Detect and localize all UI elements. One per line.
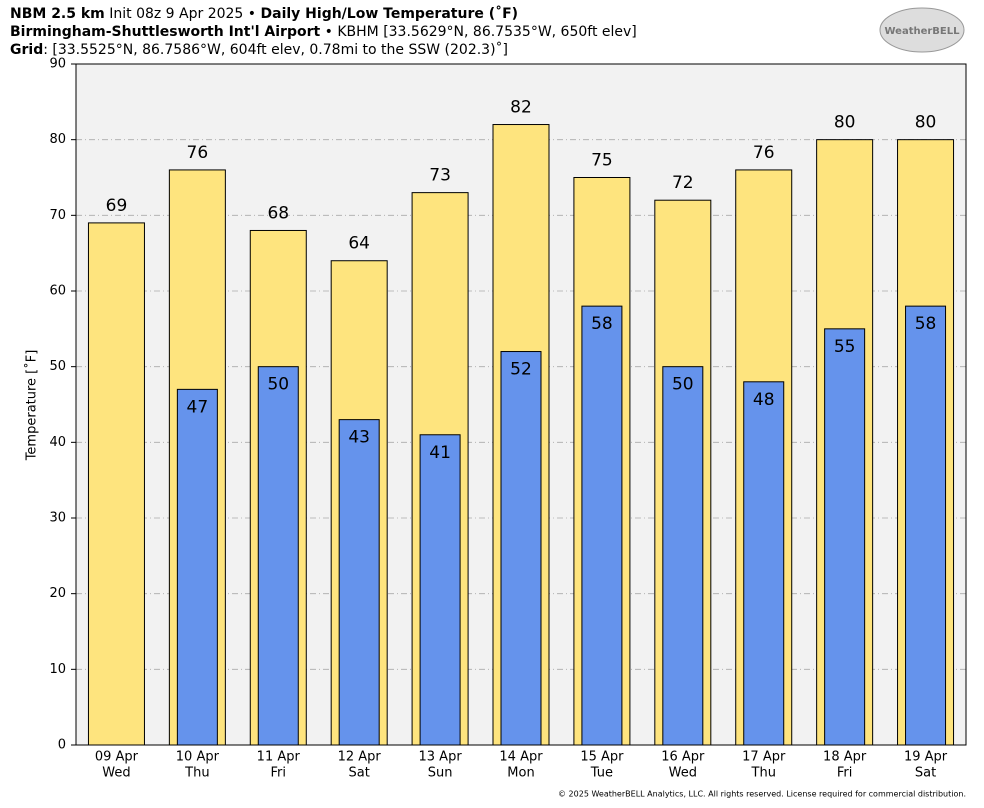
y-axis-label: Temperature [˚F] (24, 350, 40, 462)
low-label: 43 (348, 428, 370, 448)
grid-value: : [33.5525°N, 86.7586°W, 604ft elev, 0.7… (43, 41, 508, 58)
low-label: 48 (753, 390, 775, 410)
title-init: Init 08z 9 Apr 2025 (109, 6, 243, 22)
x-tick-weekday: Wed (102, 766, 130, 781)
x-tick-label: 19 Apr (904, 750, 948, 765)
low-label: 50 (672, 375, 694, 395)
low-label: 52 (510, 360, 532, 380)
title-sep: • (248, 6, 256, 22)
station-name: Birmingham-Shuttlesworth Int'l Airport (10, 24, 320, 40)
grid-key: Grid (10, 42, 43, 58)
footer: © 2025 WeatherBELL Analytics, LLC. All r… (558, 790, 966, 799)
low-bar (338, 419, 380, 746)
x-tick-label: 15 Apr (580, 750, 624, 765)
x-tick-label: 09 Apr (95, 750, 139, 765)
high-label: 68 (267, 203, 289, 223)
x-tick-weekday: Thu (184, 766, 209, 781)
x-tick-weekday: Tue (590, 766, 613, 781)
high-label: 76 (753, 143, 775, 163)
low-bar (176, 388, 218, 746)
low-label: 41 (429, 443, 451, 463)
x-tick-label: 10 Apr (176, 750, 220, 765)
high-label: 73 (429, 166, 451, 186)
x-tick-label: 17 Apr (742, 750, 786, 765)
x-tick-label: 13 Apr (419, 750, 463, 765)
logo: WeatherBELL (879, 7, 965, 53)
high-label: 64 (348, 234, 370, 254)
logo-text: WeatherBELL (884, 26, 960, 37)
y-tick-label: 90 (49, 57, 66, 72)
high-bar (87, 222, 145, 746)
high-label: 76 (187, 143, 209, 163)
high-label: 80 (915, 113, 937, 133)
high-label: 75 (591, 151, 613, 171)
plot-frame (75, 63, 967, 746)
x-tick-weekday: Thu (751, 766, 776, 781)
low-label: 58 (915, 314, 937, 334)
y-tick-label: 40 (49, 435, 66, 450)
low-bar (581, 305, 623, 746)
title-product: Daily High/Low Temperature (˚F) (261, 5, 519, 22)
x-tick-label: 12 Apr (338, 750, 382, 765)
x-tick-label: 14 Apr (499, 750, 543, 765)
x-tick-weekday: Fri (837, 766, 853, 781)
x-tick-weekday: Mon (507, 766, 534, 781)
title-model: NBM 2.5 km (10, 6, 105, 22)
low-label: 47 (187, 397, 209, 417)
low-label: 50 (267, 375, 289, 395)
x-tick-label: 18 Apr (823, 750, 867, 765)
y-tick-label: 0 (58, 738, 66, 753)
high-label: 69 (106, 196, 128, 216)
low-bar (905, 305, 947, 746)
y-tick-label: 10 (49, 662, 66, 677)
low-bar (662, 366, 704, 746)
x-tick-label: 16 Apr (661, 750, 705, 765)
low-bar (500, 351, 542, 746)
x-tick-weekday: Fri (271, 766, 287, 781)
chart-title: NBM 2.5 km Init 08z 9 Apr 2025 • Daily H… (10, 5, 518, 22)
low-bar (419, 434, 461, 746)
y-tick-label: 80 (49, 132, 66, 147)
high-label: 80 (834, 113, 856, 133)
y-tick-label: 50 (49, 359, 66, 374)
x-tick-weekday: Sat (349, 766, 370, 781)
y-tick-label: 70 (49, 208, 66, 223)
low-label: 58 (591, 314, 613, 334)
x-tick-weekday: Wed (669, 766, 697, 781)
low-bar (257, 366, 299, 746)
high-label: 82 (510, 98, 532, 118)
x-tick-weekday: Sat (915, 766, 936, 781)
high-label: 72 (672, 173, 694, 193)
station-info: • KBHM [33.5629°N, 86.7535°W, 650ft elev… (325, 24, 637, 40)
y-tick-label: 60 (49, 284, 66, 299)
x-tick-weekday: Sun (428, 766, 453, 781)
y-tick-label: 20 (49, 586, 66, 601)
low-label: 55 (834, 337, 856, 357)
low-bar (824, 328, 866, 746)
low-bar (743, 381, 785, 746)
y-tick-label: 30 (49, 511, 66, 526)
chart-subtitle: Birmingham-Shuttlesworth Int'l Airport •… (10, 24, 637, 40)
grid-info: Grid: [33.5525°N, 86.7586°W, 604ft elev,… (10, 41, 508, 58)
x-tick-label: 11 Apr (257, 750, 301, 765)
logo-shape (879, 7, 965, 53)
